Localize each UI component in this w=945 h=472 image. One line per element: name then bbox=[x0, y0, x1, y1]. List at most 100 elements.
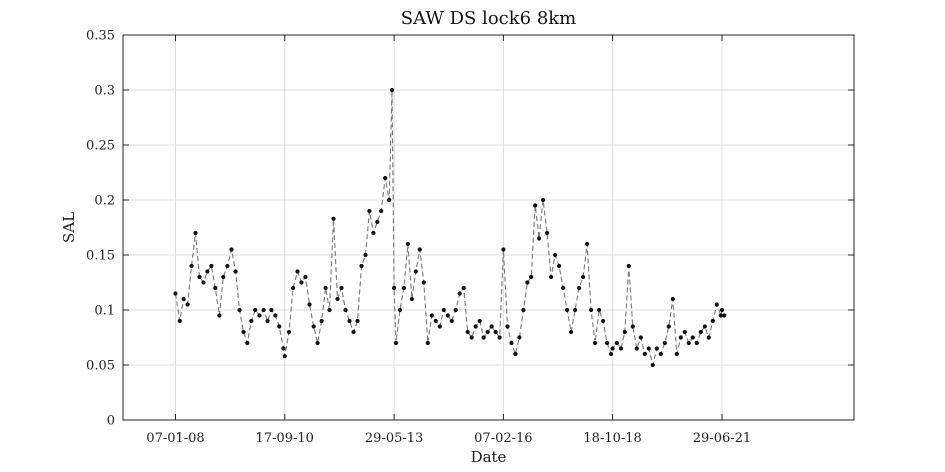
data-point bbox=[513, 351, 518, 357]
data-point bbox=[453, 307, 458, 313]
data-point bbox=[221, 274, 226, 280]
data-point bbox=[295, 269, 300, 274]
data-point bbox=[658, 351, 663, 357]
data-point bbox=[237, 307, 242, 313]
data-point bbox=[585, 241, 590, 247]
y-axis: 0 0.05 0.1 0.15 0.2 0.25 0.3 0.35 bbox=[86, 29, 854, 429]
data-point bbox=[315, 340, 320, 346]
data-point bbox=[392, 285, 397, 291]
data-point bbox=[363, 252, 368, 258]
data-point bbox=[630, 324, 635, 329]
data-point bbox=[477, 318, 482, 324]
data-point bbox=[413, 269, 418, 274]
data-point bbox=[622, 329, 627, 335]
data-point bbox=[553, 252, 558, 258]
data-point bbox=[393, 340, 399, 346]
x-axis-label: Date bbox=[471, 448, 507, 466]
data-point bbox=[690, 335, 695, 340]
data-point bbox=[589, 307, 594, 313]
data-point bbox=[277, 324, 282, 329]
data-point bbox=[702, 324, 707, 329]
data-point bbox=[181, 296, 186, 302]
data-point bbox=[286, 329, 292, 335]
data-point bbox=[401, 285, 406, 291]
data-point bbox=[650, 362, 655, 368]
x-tick-label: 18-10-18 bbox=[583, 431, 641, 446]
data-point bbox=[257, 313, 262, 318]
data-point bbox=[225, 263, 230, 269]
data-point bbox=[469, 335, 474, 340]
data-point bbox=[197, 274, 202, 280]
data-point bbox=[425, 340, 430, 346]
data-point bbox=[241, 329, 246, 335]
data-point bbox=[481, 335, 486, 340]
data-point bbox=[581, 274, 586, 280]
data-point bbox=[710, 318, 715, 324]
data-point bbox=[678, 335, 683, 340]
data-point bbox=[371, 230, 376, 236]
data-point bbox=[367, 208, 372, 214]
data-point bbox=[493, 329, 498, 335]
data-point bbox=[666, 324, 671, 329]
data-point bbox=[429, 313, 434, 318]
data-point bbox=[389, 87, 395, 93]
data-point bbox=[303, 274, 308, 280]
data-point bbox=[409, 296, 414, 302]
data-point bbox=[177, 318, 182, 324]
y-tick-label: 0 bbox=[107, 414, 115, 429]
data-point bbox=[245, 340, 250, 346]
data-point bbox=[265, 318, 270, 324]
data-point bbox=[299, 280, 304, 285]
data-point bbox=[521, 307, 526, 313]
data-point bbox=[339, 285, 344, 291]
x-tick-label: 29-05-13 bbox=[365, 431, 423, 446]
data-point bbox=[205, 269, 210, 274]
y-tick-label: 0.2 bbox=[94, 194, 115, 209]
data-point bbox=[233, 269, 238, 274]
data-point bbox=[209, 263, 214, 269]
data-point bbox=[686, 340, 691, 346]
data-point bbox=[694, 340, 699, 346]
data-point bbox=[433, 318, 438, 324]
data-point bbox=[609, 351, 614, 357]
series-line bbox=[174, 89, 725, 366]
data-point bbox=[533, 203, 538, 208]
data-point bbox=[291, 285, 296, 291]
data-point bbox=[541, 197, 546, 203]
data-point bbox=[311, 324, 316, 329]
data-point bbox=[485, 329, 490, 335]
data-point bbox=[634, 346, 639, 351]
data-point bbox=[217, 313, 222, 318]
y-tick-label: 0.25 bbox=[86, 139, 115, 154]
data-point bbox=[517, 335, 522, 340]
y-axis-label: SAL bbox=[60, 212, 78, 243]
x-tick-label: 07-01-08 bbox=[146, 431, 204, 446]
data-point bbox=[417, 247, 422, 252]
data-point bbox=[213, 285, 218, 291]
data-point bbox=[355, 318, 360, 324]
grid bbox=[123, 35, 854, 420]
data-point bbox=[719, 307, 725, 313]
data-point bbox=[698, 329, 703, 335]
data-point bbox=[525, 280, 530, 285]
data-point bbox=[565, 307, 570, 313]
data-point bbox=[618, 346, 624, 351]
x-tick-label: 17-09-10 bbox=[256, 431, 314, 446]
data-point bbox=[261, 307, 266, 313]
data-point bbox=[375, 219, 380, 225]
data-point bbox=[714, 302, 719, 307]
data-point bbox=[449, 318, 454, 324]
y-tick-label: 0.1 bbox=[94, 304, 115, 319]
data-point bbox=[405, 241, 410, 247]
data-point bbox=[662, 340, 667, 346]
data-point bbox=[722, 313, 727, 318]
data-point bbox=[718, 313, 723, 318]
data-point bbox=[359, 263, 364, 269]
x-tick-label: 29-06-21 bbox=[693, 431, 751, 446]
data-point bbox=[638, 335, 643, 340]
data-point bbox=[397, 307, 402, 313]
data-point bbox=[569, 329, 574, 335]
data-point bbox=[614, 340, 619, 346]
